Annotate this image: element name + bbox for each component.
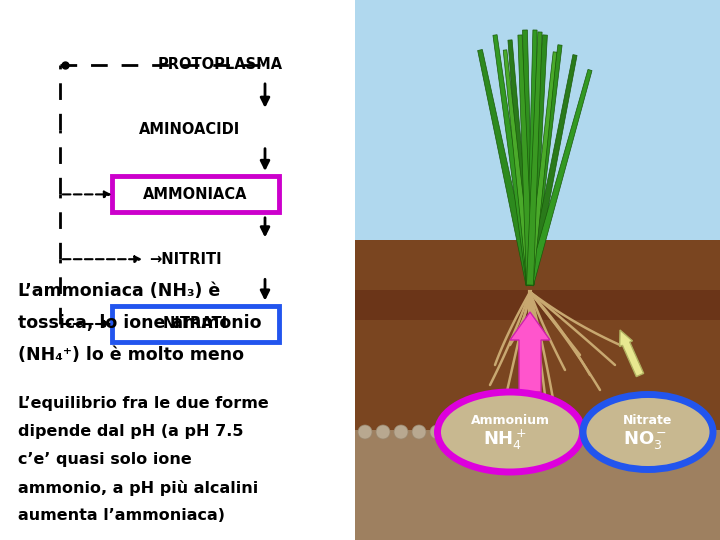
Text: →NITRITI: →NITRITI <box>149 252 221 267</box>
Text: tossica, lo ione ammonio: tossica, lo ione ammonio <box>18 314 261 332</box>
Bar <box>355 430 720 540</box>
Circle shape <box>358 425 372 439</box>
Circle shape <box>394 425 408 439</box>
Circle shape <box>700 425 714 439</box>
Text: dipende dal pH (a pH 7.5: dipende dal pH (a pH 7.5 <box>18 424 243 439</box>
Circle shape <box>574 425 588 439</box>
Polygon shape <box>493 35 534 286</box>
FancyBboxPatch shape <box>112 177 279 212</box>
Circle shape <box>448 425 462 439</box>
Circle shape <box>430 425 444 439</box>
Text: aumenta l’ammoniaca): aumenta l’ammoniaca) <box>18 508 225 523</box>
Circle shape <box>466 425 480 439</box>
Circle shape <box>520 425 534 439</box>
Text: Nitrate: Nitrate <box>624 414 672 427</box>
Polygon shape <box>526 32 542 285</box>
Bar <box>355 290 720 320</box>
Circle shape <box>610 425 624 439</box>
Ellipse shape <box>438 392 582 472</box>
Circle shape <box>592 425 606 439</box>
Polygon shape <box>526 70 592 286</box>
Text: Ammonium: Ammonium <box>470 414 549 427</box>
Polygon shape <box>526 35 547 285</box>
Circle shape <box>682 425 696 439</box>
Polygon shape <box>508 40 534 285</box>
Text: AMMONIACA: AMMONIACA <box>143 187 247 202</box>
Polygon shape <box>477 50 534 286</box>
Text: c’e’ quasi solo ione: c’e’ quasi solo ione <box>18 452 192 467</box>
Circle shape <box>484 425 498 439</box>
Text: NO$_3^-$: NO$_3^-$ <box>623 429 667 451</box>
Polygon shape <box>527 52 557 285</box>
Circle shape <box>556 425 570 439</box>
Polygon shape <box>523 30 534 285</box>
Text: NITRATI: NITRATI <box>163 316 228 332</box>
Circle shape <box>646 425 660 439</box>
Circle shape <box>538 425 552 439</box>
Circle shape <box>628 425 642 439</box>
FancyBboxPatch shape <box>112 306 279 342</box>
Bar <box>355 240 720 460</box>
Text: AMINOACIDI: AMINOACIDI <box>140 122 240 137</box>
Text: (NH₄⁺) lo è molto meno: (NH₄⁺) lo è molto meno <box>18 346 244 364</box>
Circle shape <box>664 425 678 439</box>
Polygon shape <box>526 45 562 286</box>
Text: L’equilibrio fra le due forme: L’equilibrio fra le due forme <box>18 396 269 411</box>
FancyArrow shape <box>620 330 644 376</box>
Text: NH$_4^+$: NH$_4^+$ <box>483 428 527 452</box>
Bar <box>355 0 720 310</box>
Circle shape <box>502 425 516 439</box>
Polygon shape <box>526 55 577 286</box>
FancyArrow shape <box>510 312 550 392</box>
Text: PROTOPLASMA: PROTOPLASMA <box>158 57 282 72</box>
Circle shape <box>376 425 390 439</box>
Text: L’ammoniaca (NH₃) è: L’ammoniaca (NH₃) è <box>18 282 220 300</box>
Polygon shape <box>526 30 537 285</box>
Ellipse shape <box>583 395 713 469</box>
Text: ammonio, a pH più alcalini: ammonio, a pH più alcalini <box>18 480 258 496</box>
Polygon shape <box>518 35 534 285</box>
Polygon shape <box>503 50 533 285</box>
Circle shape <box>412 425 426 439</box>
